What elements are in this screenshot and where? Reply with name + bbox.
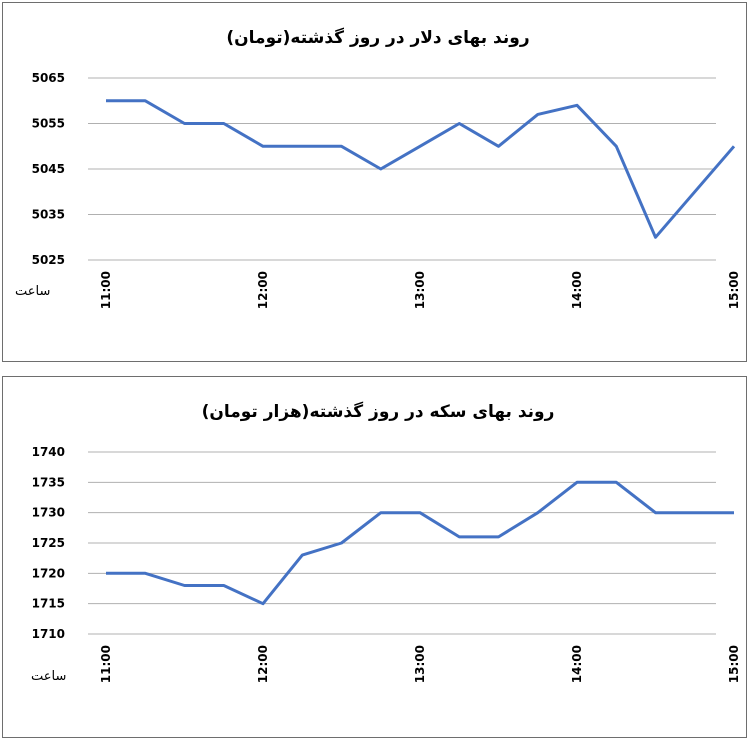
coin-y-tick-label: 1725	[32, 536, 65, 550]
dollar-x-tick-label: 15:00	[727, 271, 741, 309]
dollar-gridlines	[88, 77, 716, 261]
coin-y-tick-label: 1740	[32, 445, 65, 459]
dollar-series	[106, 99, 736, 239]
dollar-chart-panel: روند بهای دلار در روز گذشته(تومان) 5065 5…	[2, 2, 747, 362]
coin-x-tick-label: 13:00	[413, 645, 427, 683]
dollar-chart: روند بهای دلار در روز گذشته(تومان) 50655…	[15, 27, 741, 309]
coin-y-ticks: 1740 1735 1730 1725 1720 1715 1710	[32, 445, 65, 641]
dollar-y-tick-label: 5065	[32, 71, 65, 85]
coin-y-tick-label: 1735	[32, 475, 65, 489]
dollar-y-tick-label: 5055	[32, 117, 65, 131]
coin-x-tick-label: 12:00	[256, 645, 270, 683]
dollar-y-tick-label: 5035	[32, 208, 65, 222]
dollar-y-tick-label: 5025	[32, 253, 65, 267]
dollar-x-tick-label: 13:00	[413, 271, 427, 309]
dollar-x-tick-label: 12:00	[256, 271, 270, 309]
coin-y-tick-label: 1730	[32, 506, 65, 520]
coin-x-axis-label: ساعت	[31, 669, 66, 684]
coin-chart-panel: روند بهای سکه در روز گذشته(هزار تومان) 1…	[2, 376, 747, 738]
coin-series-line	[106, 480, 734, 606]
coin-y-tick-label: 1715	[32, 597, 65, 611]
coin-chart: روند بهای سکه در روز گذشته(هزار تومان) 1…	[31, 401, 741, 684]
dollar-x-tick-label: 11:00	[99, 271, 113, 309]
coin-x-tick-label: 15:00	[727, 645, 741, 683]
dollar-x-axis-label: ساعت	[15, 284, 50, 299]
coin-x-tick-label: 14:00	[570, 645, 584, 683]
coin-y-tick-label: 1710	[32, 627, 65, 641]
coin-gridlines	[88, 451, 716, 635]
dollar-chart-title: روند بهای دلار در روز گذشته(تومان)	[226, 27, 529, 48]
dollar-x-ticks: 11:00 12:00 13:00 14:00 15:00	[99, 271, 741, 309]
coin-y-tick-label: 1720	[32, 566, 65, 580]
coin-x-tick-label: 11:00	[99, 645, 113, 683]
dollar-y-ticks: 5065 5055 5045 5035 5025	[32, 71, 65, 267]
coin-chart-title: روند بهای سکه در روز گذشته(هزار تومان)	[202, 401, 555, 422]
coin-x-ticks: 11:00 12:00 13:00 14:00 15:00	[99, 645, 741, 683]
coin-series	[106, 480, 734, 606]
dollar-x-tick-label: 14:00	[570, 271, 584, 309]
dollar-y-tick-label: 5045	[32, 162, 65, 176]
dollar-series-line	[106, 99, 736, 239]
